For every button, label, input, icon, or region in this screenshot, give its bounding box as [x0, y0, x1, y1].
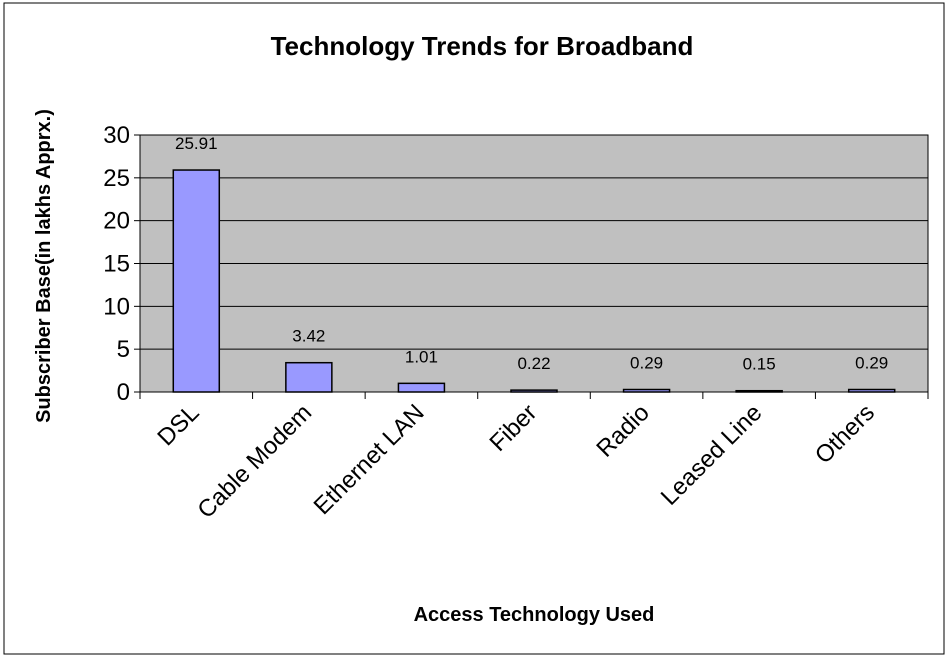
y-tick-label: 30 — [103, 122, 130, 149]
y-axis-label: Subscriber Base(in lakhs Apprx.) — [33, 109, 55, 423]
y-tick-label: 5 — [117, 336, 130, 363]
bar — [172, 169, 221, 393]
data-label: 1.01 — [405, 347, 438, 366]
bar — [285, 361, 333, 393]
bar — [397, 382, 446, 393]
x-axis-label: Access Technology Used — [414, 604, 655, 626]
y-tick-label: 10 — [103, 293, 130, 320]
data-label: 0.29 — [855, 354, 888, 373]
y-tick-label: 0 — [117, 379, 130, 406]
data-label: 0.29 — [630, 354, 663, 373]
y-tick-label: 25 — [103, 165, 130, 192]
y-tick-label: 20 — [103, 208, 130, 235]
bar — [735, 389, 783, 393]
data-label: 3.42 — [292, 327, 325, 346]
bar — [847, 388, 896, 393]
data-label: 0.15 — [743, 355, 776, 374]
chart-title: Technology Trends for Broadband — [271, 31, 694, 61]
data-label: 0.22 — [517, 354, 550, 373]
bar — [622, 388, 671, 393]
bar — [510, 389, 558, 393]
y-tick-label: 15 — [103, 251, 130, 278]
data-label: 25.91 — [175, 134, 218, 153]
